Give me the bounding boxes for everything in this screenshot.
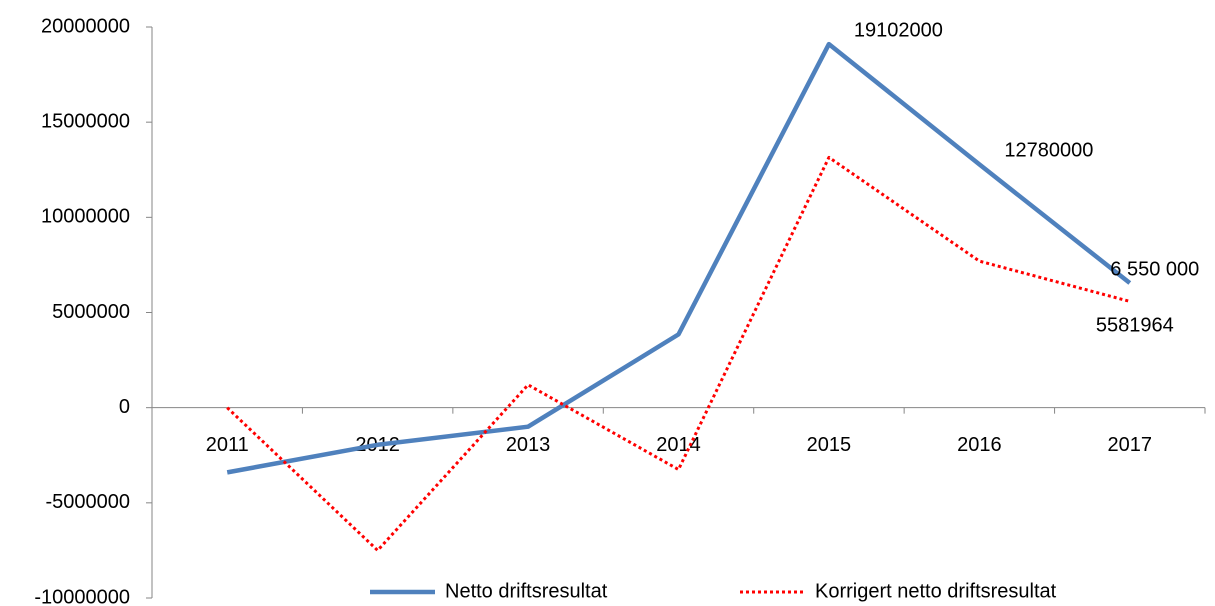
y-tick-label: -5000000 [45,491,130,513]
y-tick-label: 20000000 [41,15,130,37]
y-tick-label: 5000000 [52,301,130,323]
legend-label: Netto driftsresultat [445,580,608,602]
data-label: 12780000 [1004,140,1093,162]
y-tick-label: 0 [119,396,130,418]
data-label: 19102000 [854,19,943,41]
legend-label: Korrigert netto driftsresultat [815,580,1057,602]
data-label: 6 550 000 [1110,258,1199,280]
y-tick-label: 15000000 [41,110,130,132]
x-tick-label: 2011 [206,434,249,456]
series-line [226,155,1131,552]
series-line [226,41,1132,475]
x-tick-label: 2013 [506,434,551,456]
x-tick-label: 2015 [807,434,852,456]
x-tick-label: 2014 [656,434,701,456]
x-tick-label: 2016 [957,434,1002,456]
y-tick-label: 10000000 [41,206,130,228]
y-tick-label: -10000000 [34,586,130,606]
x-tick-label: 2017 [1108,434,1153,456]
data-label: 5581964 [1096,315,1174,337]
